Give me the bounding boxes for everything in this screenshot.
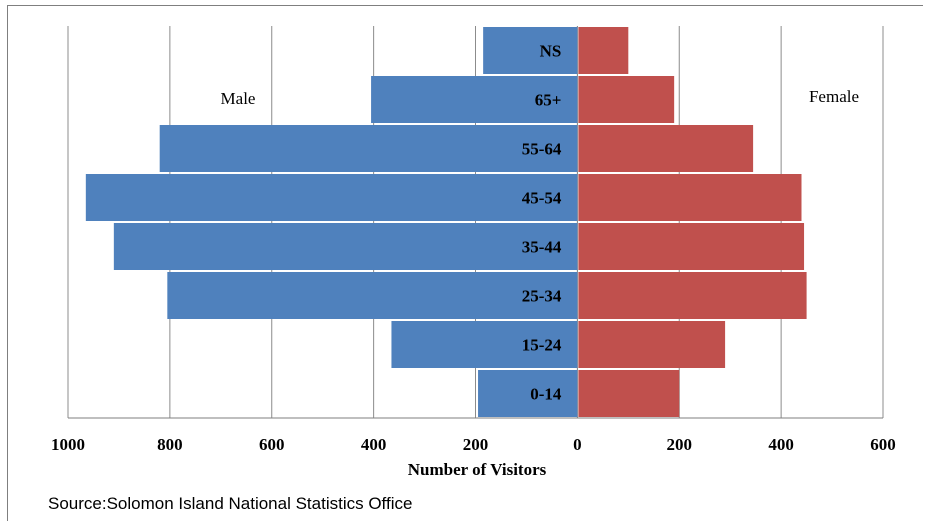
- bar-female-55-64: [578, 125, 754, 172]
- source-note: Source:Solomon Island National Statistic…: [48, 494, 413, 513]
- category-label: 35-44: [522, 238, 562, 257]
- female-series-label: Female: [809, 87, 859, 106]
- category-label: 65+: [535, 91, 562, 110]
- category-label: NS: [540, 42, 562, 61]
- x-tick-label: 400: [768, 435, 794, 454]
- bar-male-35-44: [113, 223, 578, 270]
- bar-female-25-34: [578, 272, 807, 319]
- bar-female-65+: [578, 76, 675, 123]
- x-tick-label: 600: [870, 435, 896, 454]
- bar-female-NS: [578, 27, 629, 74]
- x-tick-label: 200: [667, 435, 693, 454]
- bars: [85, 27, 807, 417]
- bar-male-0-14: [478, 370, 578, 417]
- bar-male-65+: [371, 76, 578, 123]
- x-tick-label: 200: [463, 435, 489, 454]
- category-labels: 0-14 15-24 25-34 35-44 45-54 55-64 65+ NS: [522, 42, 562, 404]
- bar-male-25-34: [167, 272, 578, 319]
- male-series-label: Male: [221, 89, 256, 108]
- category-label: 25-34: [522, 287, 562, 306]
- bar-female-15-24: [578, 321, 726, 368]
- x-tick-label: 0: [573, 435, 582, 454]
- category-label: 45-54: [522, 189, 562, 208]
- x-tick-label: 800: [157, 435, 183, 454]
- x-tick-label: 400: [361, 435, 387, 454]
- x-tick-label: 1000: [51, 435, 85, 454]
- bar-male-45-54: [85, 174, 578, 221]
- category-label: 55-64: [522, 140, 562, 159]
- bar-male-55-64: [159, 125, 578, 172]
- category-label: 0-14: [530, 385, 562, 404]
- x-axis-title: Number of Visitors: [408, 460, 547, 479]
- bar-female-0-14: [578, 370, 680, 417]
- bar-female-45-54: [578, 174, 802, 221]
- x-tick-labels: 1000 800 600 400 200 0 200 400 600: [51, 435, 896, 454]
- category-label: 15-24: [522, 336, 562, 355]
- x-tick-label: 600: [259, 435, 285, 454]
- chart-frame: [7, 5, 923, 521]
- bar-female-35-44: [578, 223, 805, 270]
- bar-male-15-24: [391, 321, 578, 368]
- bar-male-NS: [483, 27, 578, 74]
